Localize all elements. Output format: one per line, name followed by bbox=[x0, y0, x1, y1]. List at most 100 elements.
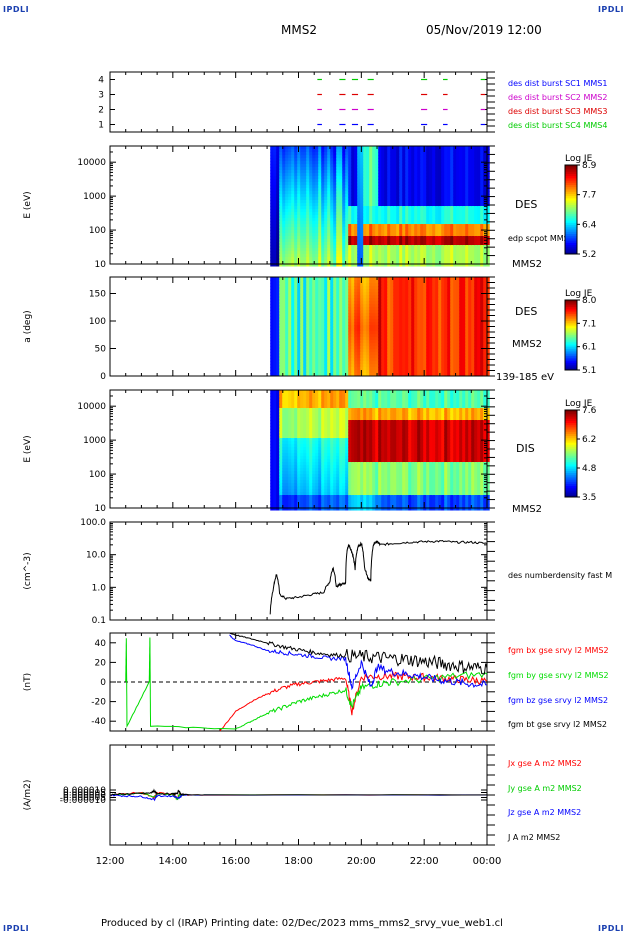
dis-energy-colorbar-tick: 3.5 bbox=[582, 493, 596, 503]
des-energy-tick-label: 1000 bbox=[83, 192, 106, 202]
current-legend-2: Jy gse A m2 MMS2 bbox=[507, 784, 582, 793]
bfield-series-4 bbox=[229, 632, 488, 675]
des-energy-colorbar-tick: 7.7 bbox=[582, 191, 596, 201]
density-frame bbox=[109, 521, 488, 621]
density-ylabel: (cm^-3) bbox=[23, 552, 33, 589]
x-tick-label: 20:00 bbox=[347, 856, 376, 867]
dis-energy-label: DIS bbox=[516, 442, 535, 455]
current-legend-4: J A m2 MMS2 bbox=[507, 833, 560, 842]
density-tick-label: 10.0 bbox=[86, 551, 106, 561]
des-pitch-colorbar-tick: 8.0 bbox=[582, 296, 597, 306]
bfield-legend-3: fgm bz gse srvy l2 MMS2 bbox=[508, 696, 608, 705]
spacecraft-title: MMS2 bbox=[281, 23, 317, 37]
des-energy-heatmap bbox=[270, 146, 490, 267]
des-energy-ylabel: E (eV) bbox=[23, 191, 33, 218]
dis-energy-colorbar-title: Log JE bbox=[565, 399, 593, 409]
bfield-tick-label: -20 bbox=[91, 698, 106, 708]
datetime-title: 05/Nov/2019 12:00 bbox=[426, 23, 542, 37]
bfield-series-2 bbox=[125, 637, 488, 730]
current-ylabel: (A/m2) bbox=[23, 780, 33, 811]
burst-tick-label: 1 bbox=[98, 121, 104, 131]
current-tick-label: 0.000010 bbox=[63, 786, 106, 796]
bfield-legend-4: fgm bt gse srvy l2 MMS2 bbox=[508, 720, 607, 729]
des-energy-spacecraft: MMS2 bbox=[512, 259, 542, 270]
current-tick-label: 0.000000 bbox=[63, 791, 106, 801]
burst-legend-4: des dist burst SC4 MMS4 bbox=[508, 121, 607, 130]
des-pitch-tick-label: 50 bbox=[95, 345, 107, 355]
dis-energy-tick-label: 10 bbox=[95, 504, 107, 514]
dis-energy-ylabel: E (eV) bbox=[23, 435, 33, 462]
dis-energy-spacecraft: MMS2 bbox=[512, 504, 542, 515]
density-series-1 bbox=[269, 539, 488, 615]
dis-energy-colorbar bbox=[564, 409, 578, 498]
corner-mark-bottom-right: IPDLI bbox=[597, 924, 624, 933]
des-pitch-colorbar-title: Log JE bbox=[565, 289, 593, 299]
des-energy-colorbar-tick: 6.4 bbox=[582, 220, 597, 230]
dis-energy-colorbar-tick: 6.2 bbox=[582, 435, 596, 445]
bfield-tick-label: -40 bbox=[91, 717, 106, 727]
current-tick-label: 0.000005 bbox=[63, 789, 106, 799]
corner-mark-bottom-left: IPDLI bbox=[3, 924, 30, 933]
current-tick-label: -0.000010 bbox=[60, 796, 106, 806]
burst-tick-label: 2 bbox=[98, 106, 104, 116]
burst-legend-3: des dist burst SC3 MMS3 bbox=[508, 107, 607, 116]
des-pitch-spacecraft: MMS2 bbox=[512, 339, 542, 350]
des-energy-tick-label: 100 bbox=[89, 226, 106, 236]
des-pitch-ylabel: a (deg) bbox=[23, 310, 33, 342]
bfield-tick-label: 40 bbox=[95, 639, 107, 649]
bfield-legend-1: fgm bx gse srvy l2 MMS2 bbox=[508, 646, 609, 655]
des-pitch-colorbar-tick: 6.1 bbox=[582, 343, 596, 353]
burst-legend-2: des dist burst SC2 MMS2 bbox=[508, 93, 607, 102]
dis-energy-tick-label: 100 bbox=[89, 470, 106, 480]
des-pitch-label: DES bbox=[515, 305, 537, 318]
burst-legend-1: des dist burst SC1 MMS1 bbox=[508, 79, 607, 88]
bfield-legend-2: fgm by gse srvy l2 MMS2 bbox=[508, 671, 609, 680]
dis-energy-tick-label: 1000 bbox=[83, 436, 106, 446]
des-energy-colorbar-tick: 8.9 bbox=[582, 161, 597, 171]
bfield-tick-label: 0 bbox=[100, 678, 106, 688]
des-pitch-tick-label: 100 bbox=[89, 317, 106, 327]
density-tick-label: 0.1 bbox=[92, 616, 106, 626]
footer-text: Produced by cl (IRAP) Printing date: 02/… bbox=[101, 918, 503, 929]
burst-tick-label: 3 bbox=[98, 91, 104, 101]
burst-tick-label: 4 bbox=[98, 76, 104, 86]
des-pitch-heatmap bbox=[270, 277, 490, 377]
des-energy-tick-label: 10000 bbox=[77, 158, 106, 168]
bfield-series-1 bbox=[219, 670, 488, 732]
current-tick-label: -0.000005 bbox=[60, 794, 106, 804]
x-tick-label: 00:00 bbox=[473, 856, 502, 867]
current-legend-1: Jx gse A m2 MMS2 bbox=[507, 759, 582, 768]
des-pitch-energy-range: 139-185 eV bbox=[496, 372, 554, 383]
des-energy-label: DES bbox=[515, 198, 537, 211]
dis-energy-colorbar-tick: 7.6 bbox=[582, 406, 597, 416]
des-energy-colorbar-tick: 5.2 bbox=[582, 250, 596, 260]
des-energy-tick-label: 10 bbox=[95, 260, 107, 270]
bfield-series-3 bbox=[229, 634, 488, 691]
dis-energy-heatmap bbox=[270, 390, 490, 511]
current-series-4 bbox=[109, 788, 488, 796]
density-legend-1: des numberdensity fast M bbox=[508, 571, 612, 580]
bfield-tick-label: 20 bbox=[95, 658, 107, 668]
des-energy-colorbar bbox=[564, 164, 578, 255]
corner-mark-top-right: IPDLI bbox=[597, 5, 624, 14]
des-pitch-tick-label: 0 bbox=[100, 372, 106, 382]
x-tick-label: 12:00 bbox=[96, 856, 125, 867]
des-energy-sublabel: edp scpot MMS2 bbox=[508, 234, 574, 243]
x-tick-label: 22:00 bbox=[410, 856, 439, 867]
density-tick-label: 1.0 bbox=[92, 583, 107, 593]
des-pitch-colorbar-tick: 5.1 bbox=[582, 366, 596, 376]
current-legend-3: Jz gse A m2 MMS2 bbox=[507, 808, 581, 817]
x-tick-label: 18:00 bbox=[284, 856, 313, 867]
dis-energy-tick-label: 10000 bbox=[77, 402, 106, 412]
x-tick-label: 16:00 bbox=[221, 856, 250, 867]
burst-panel-frame bbox=[109, 71, 488, 133]
des-pitch-tick-label: 150 bbox=[89, 290, 106, 300]
des-pitch-colorbar-tick: 7.1 bbox=[582, 319, 596, 329]
bfield-ylabel: (nT) bbox=[23, 673, 33, 691]
des-energy-colorbar-title: Log JE bbox=[565, 154, 593, 164]
density-tick-label: 100.0 bbox=[80, 518, 106, 528]
corner-mark-top-left: IPDLI bbox=[3, 5, 30, 14]
x-tick-label: 14:00 bbox=[158, 856, 187, 867]
des-pitch-colorbar bbox=[564, 299, 578, 371]
